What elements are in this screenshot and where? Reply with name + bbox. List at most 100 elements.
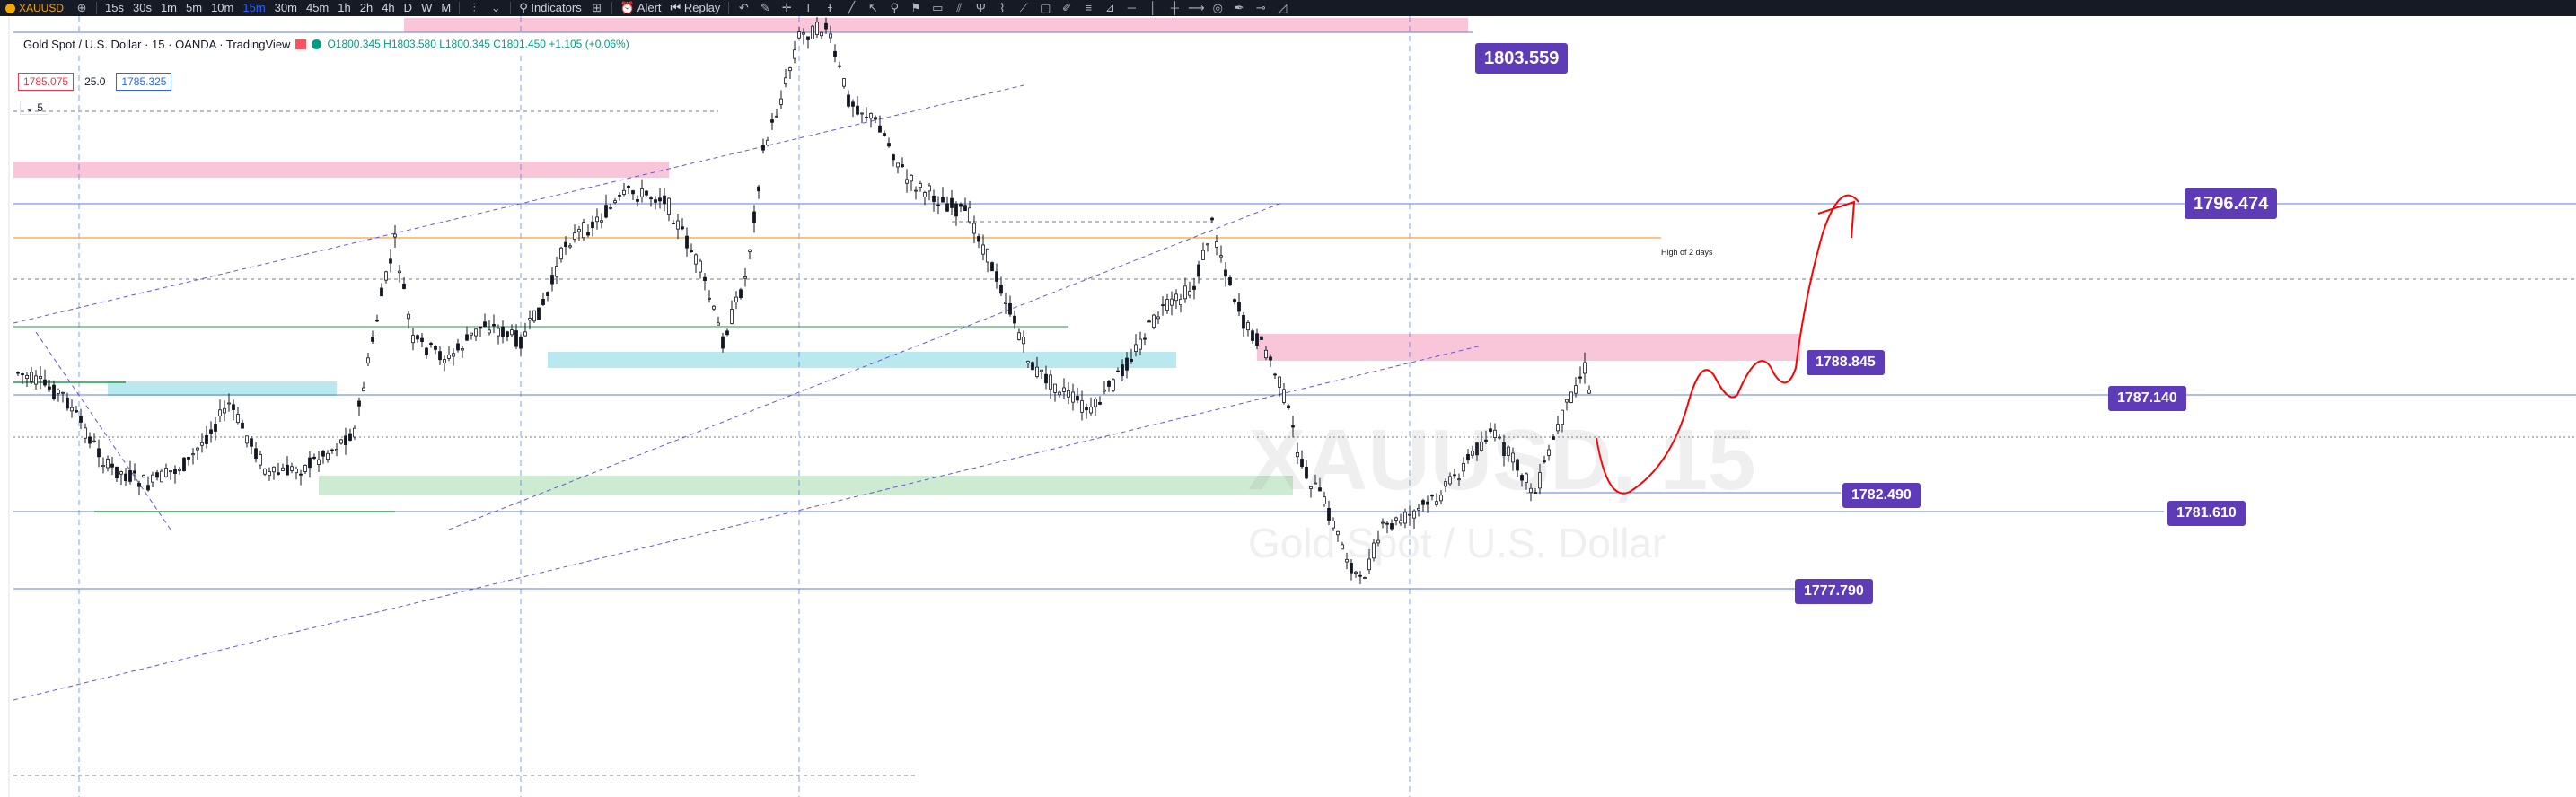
candle [1493, 429, 1497, 438]
candle [281, 467, 285, 471]
price-tag-1777[interactable]: 1777.790 [1795, 579, 1873, 604]
chart-area[interactable]: Gold Spot / U.S. Dollar · 15 · OANDA · T… [0, 16, 2576, 797]
candle [919, 183, 922, 188]
demand-zone [108, 381, 337, 396]
layout-icon[interactable]: ⊞ [592, 1, 602, 14]
path-icon[interactable]: ⌇ [999, 1, 1006, 14]
price-tag-1781[interactable]: 1781.610 [2167, 501, 2246, 526]
sell-price-button[interactable]: 1785.075 [18, 73, 75, 91]
interval-2h[interactable]: 2h [359, 1, 374, 14]
vertical-line-icon[interactable]: │ [1149, 1, 1157, 14]
candle [631, 190, 635, 195]
symbol-name: XAUUSD [19, 2, 65, 14]
pin-icon[interactable]: ⚲ [890, 1, 900, 14]
interval-15m[interactable]: 15m [242, 1, 266, 14]
candle [1094, 398, 1097, 407]
interval-30s[interactable]: 30s [132, 1, 152, 14]
candle [1246, 322, 1250, 331]
flag-icon[interactable] [295, 39, 307, 49]
interval-1h[interactable]: 1h [338, 1, 351, 14]
measure-icon[interactable]: ⊸ [1255, 1, 1266, 14]
replay-button[interactable]: ⏮ Replay [670, 1, 721, 14]
candle [892, 154, 895, 161]
candle [146, 485, 150, 491]
candle [209, 429, 213, 434]
candle [658, 197, 662, 202]
interval-5m[interactable]: 5m [186, 1, 203, 14]
candle [389, 258, 392, 264]
ray-icon[interactable]: ⟋ [1019, 1, 1028, 14]
candle [308, 457, 312, 469]
interval-1m[interactable]: 1m [160, 1, 178, 14]
candle [254, 448, 258, 460]
interval-10m[interactable]: 10m [211, 1, 234, 14]
brush-icon[interactable]: ✎ [760, 1, 770, 14]
interval-M[interactable]: M [441, 1, 452, 14]
interval-D[interactable]: D [403, 1, 413, 14]
candle [169, 470, 172, 473]
price-tag-1796[interactable]: 1796.474 [2185, 188, 2278, 219]
parallel-channel-icon[interactable]: ⫽ [956, 1, 963, 14]
candle [101, 465, 105, 468]
candle [941, 197, 945, 203]
candle [1035, 366, 1039, 377]
pitchfork-icon[interactable]: Ψ [975, 1, 986, 14]
price-tag-1787[interactable]: 1787.140 [2108, 386, 2186, 411]
price-tag-1782[interactable]: 1782.490 [1842, 483, 1921, 508]
brush2-icon[interactable]: ✐ [1061, 1, 1072, 14]
interval-45m[interactable]: 45m [305, 1, 330, 14]
candle [820, 31, 823, 37]
indicators-button[interactable]: ⚲ Indicators [519, 1, 582, 14]
cross-line-icon[interactable]: ┼ [1170, 1, 1179, 14]
anchor-text-icon[interactable]: Ŧ [826, 1, 834, 14]
candle [999, 284, 1003, 294]
alert-button[interactable]: ⏰ Alert [620, 1, 662, 14]
horizontal-ray-icon[interactable]: ⟶ [1187, 1, 1205, 14]
horizontal-line-icon[interactable]: ─ [1127, 1, 1136, 14]
candle [456, 343, 460, 351]
candle [514, 330, 518, 347]
callout-icon[interactable]: ▭ [932, 1, 944, 14]
price-chart[interactable] [0, 16, 2576, 797]
candle [344, 435, 347, 446]
candle [1363, 577, 1367, 579]
candle [1372, 542, 1376, 559]
candle [268, 471, 271, 477]
buy-price-button[interactable]: 1785.325 [116, 73, 172, 91]
interval-30m[interactable]: 30m [274, 1, 297, 14]
crosshair-icon[interactable]: ✛ [781, 1, 792, 14]
undo-icon[interactable]: ↶ [738, 1, 749, 14]
candle [734, 296, 738, 302]
order-panel: 1785.075 25.0 1785.325 [18, 73, 172, 91]
candle [470, 332, 473, 336]
candle [910, 174, 913, 182]
indicators-collapse-button[interactable]: ⌄ 5 [20, 101, 49, 115]
add-symbol-icon[interactable]: ⊕ [76, 1, 87, 14]
fib-icon[interactable]: ≡ [1085, 1, 1093, 14]
candle [1367, 558, 1371, 571]
circle-icon[interactable]: ◎ [1212, 1, 1223, 14]
candle [770, 119, 774, 123]
rectangle-icon[interactable]: ▢ [1040, 1, 1051, 14]
chart-type-icon[interactable]: ⫶ [472, 1, 476, 14]
interval-4h[interactable]: 4h [382, 1, 395, 14]
candle [1183, 285, 1187, 300]
triangle-icon[interactable]: ◿ [1278, 1, 1288, 14]
gann-icon[interactable]: ⊿ [1104, 1, 1115, 14]
symbol-search[interactable]: XAUUSD [0, 2, 71, 14]
candle [241, 422, 244, 429]
interval-15s[interactable]: 15s [105, 1, 124, 14]
quantity-field[interactable]: 25.0 [84, 75, 106, 88]
flag-icon[interactable]: ⚑ [910, 1, 922, 14]
price-tag-1788[interactable]: 1788.845 [1807, 350, 1885, 375]
candle [1354, 571, 1358, 574]
chevron-down-icon[interactable]: ⌄ [490, 1, 501, 14]
pen-icon[interactable]: ✒ [1234, 1, 1244, 14]
candle [963, 205, 967, 212]
arrow-icon[interactable]: ↖ [867, 1, 878, 14]
candle [317, 459, 321, 465]
text-icon[interactable]: T [804, 1, 813, 14]
interval-W[interactable]: W [421, 1, 433, 14]
trendline-icon[interactable]: ╱ [848, 1, 856, 14]
price-tag-1803[interactable]: 1803.559 [1475, 43, 1569, 74]
